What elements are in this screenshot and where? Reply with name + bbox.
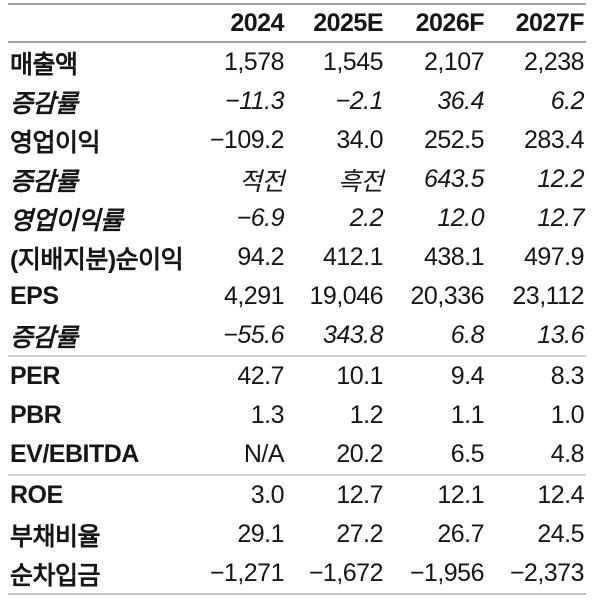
header-row: 2024 2025E 2026F 2027F bbox=[8, 4, 586, 43]
table-cell: 27.2 bbox=[336, 520, 383, 548]
table-row: ROE 3.0 12.7 12.1 12.4 bbox=[8, 475, 586, 515]
table-cell: 2,238 bbox=[523, 48, 585, 76]
table-cell: 9.4 bbox=[450, 362, 485, 390]
table-cell: 12.0 bbox=[437, 204, 484, 232]
table-cell: 2,107 bbox=[423, 48, 485, 76]
table-row: 매출액 1,578 1,545 2,107 2,238 bbox=[8, 42, 586, 82]
table-cell: −55.6 bbox=[198, 316, 286, 357]
table-row: EPS 4,291 19,046 20,336 23,112 bbox=[8, 277, 586, 316]
table-row: (지배지분)순이익 94.2 412.1 438.1 497.9 bbox=[8, 238, 586, 277]
row-label: 증감률 bbox=[8, 316, 198, 357]
row-label: 증감률 bbox=[10, 167, 78, 196]
column-header-2026f: 2026F bbox=[385, 4, 486, 43]
row-label: ROE bbox=[10, 481, 63, 509]
table-row: 증감률 적전 흑전 643.5 12.2 bbox=[8, 160, 586, 199]
table-cell: 12.2 bbox=[537, 165, 584, 193]
table-cell: −1,956 bbox=[409, 559, 485, 587]
table-cell: 1.2 bbox=[349, 401, 384, 429]
row-label: 부채비율 bbox=[10, 522, 101, 551]
row-label: PER bbox=[10, 362, 60, 390]
table-row: 영업이익 −109.2 34.0 252.5 283.4 bbox=[8, 121, 586, 160]
table-cell: 1,545 bbox=[322, 48, 384, 76]
table-cell: 94.2 bbox=[237, 243, 284, 271]
table-cell: 34.0 bbox=[336, 126, 383, 154]
table-row: 증감률 −55.6 343.8 6.8 13.6 bbox=[8, 316, 586, 357]
table-cell: 12.4 bbox=[537, 481, 584, 509]
table-row: 순차입금 −1,271 −1,672 −1,956 −2,373 bbox=[8, 554, 586, 594]
row-label: 증감률 bbox=[10, 89, 78, 118]
table-cell: 412.1 bbox=[322, 243, 384, 271]
table-cell: 10.1 bbox=[336, 362, 383, 390]
row-label: 순차입금 bbox=[10, 561, 101, 590]
table-cell: 26.7 bbox=[437, 520, 484, 548]
table-cell: 42.7 bbox=[237, 362, 284, 390]
table-row: PER 42.7 10.1 9.4 8.3 bbox=[8, 356, 586, 396]
financial-table: 2024 2025E 2026F 2027F 매출액 1,578 1,545 2,107 2,… bbox=[8, 3, 586, 595]
row-label: 매출액 bbox=[10, 50, 78, 79]
table-cell: 20,336 bbox=[410, 282, 485, 310]
table-cell: 1,578 bbox=[223, 48, 285, 76]
table-cell: −6.9 bbox=[236, 204, 285, 232]
table-row: PBR 1.3 1.2 1.1 1.0 bbox=[8, 396, 586, 435]
table-row: 증감률 −11.3 −2.1 36.4 6.2 bbox=[8, 82, 586, 121]
table-cell: 6.5 bbox=[385, 435, 486, 476]
table-cell: 343.8 bbox=[286, 316, 385, 357]
table-cell: 438.1 bbox=[423, 243, 485, 271]
table-cell: 13.6 bbox=[486, 316, 586, 357]
table-cell: −2,373 bbox=[509, 559, 585, 587]
table-cell: 19,046 bbox=[309, 282, 384, 310]
corner-cell bbox=[8, 4, 198, 43]
table-body: 매출액 1,578 1,545 2,107 2,238 증감률 −11.3 −2.1 36.4 6… bbox=[8, 42, 586, 594]
table-cell: 적전 bbox=[238, 167, 285, 196]
column-header-2027f: 2027F bbox=[486, 4, 586, 43]
table-cell: −1,271 bbox=[209, 559, 285, 587]
table-cell: 4.8 bbox=[486, 435, 586, 476]
table-cell: N/A bbox=[198, 435, 286, 476]
column-header-2024: 2024 bbox=[198, 4, 286, 43]
table-cell: 252.5 bbox=[423, 126, 485, 154]
table-cell: 497.9 bbox=[523, 243, 585, 271]
table-cell: 29.1 bbox=[237, 520, 284, 548]
table-cell: 2.2 bbox=[349, 204, 384, 232]
table-cell: 흑전 bbox=[337, 167, 384, 196]
table-cell: 4,291 bbox=[223, 282, 285, 310]
table-cell: 643.5 bbox=[423, 165, 485, 193]
table-cell: 283.4 bbox=[523, 126, 585, 154]
table-cell: 20.2 bbox=[286, 435, 385, 476]
table-cell: −1,672 bbox=[308, 559, 384, 587]
table-cell: 6.8 bbox=[385, 316, 486, 357]
row-label: EV/EBITDA bbox=[8, 435, 198, 476]
table-cell: 1.1 bbox=[450, 401, 485, 429]
table-cell: 3.0 bbox=[250, 481, 285, 509]
table-cell: 36.4 bbox=[437, 87, 484, 115]
table-cell: 24.5 bbox=[537, 520, 584, 548]
table-cell: 8.3 bbox=[550, 362, 585, 390]
table-cell: −2.1 bbox=[335, 87, 384, 115]
row-label: PBR bbox=[10, 401, 62, 429]
table-cell: 12.1 bbox=[437, 481, 484, 509]
table-cell: 23,112 bbox=[512, 282, 584, 310]
table-cell: −109.2 bbox=[209, 126, 285, 154]
table-cell: −11.3 bbox=[225, 87, 284, 115]
row-label: EPS bbox=[10, 282, 59, 310]
table-cell: 12.7 bbox=[537, 204, 584, 232]
table-row: 영업이익률 −6.9 2.2 12.0 12.7 bbox=[8, 199, 586, 238]
table-row: EV/EBITDA N/A 20.2 6.5 4.8 bbox=[8, 435, 586, 476]
table-cell: 6.2 bbox=[550, 87, 585, 115]
row-label: 영업이익률 bbox=[10, 206, 123, 235]
row-label: (지배지분)순이익 bbox=[10, 245, 184, 274]
row-label: 영업이익 bbox=[10, 128, 101, 157]
table-cell: 1.0 bbox=[550, 401, 585, 429]
column-header-2025e: 2025E bbox=[286, 4, 385, 43]
table-cell: 12.7 bbox=[336, 481, 383, 509]
table-head: 2024 2025E 2026F 2027F bbox=[8, 4, 586, 43]
table-cell: 1.3 bbox=[250, 401, 285, 429]
table-row: 부채비율 29.1 27.2 26.7 24.5 bbox=[8, 515, 586, 554]
